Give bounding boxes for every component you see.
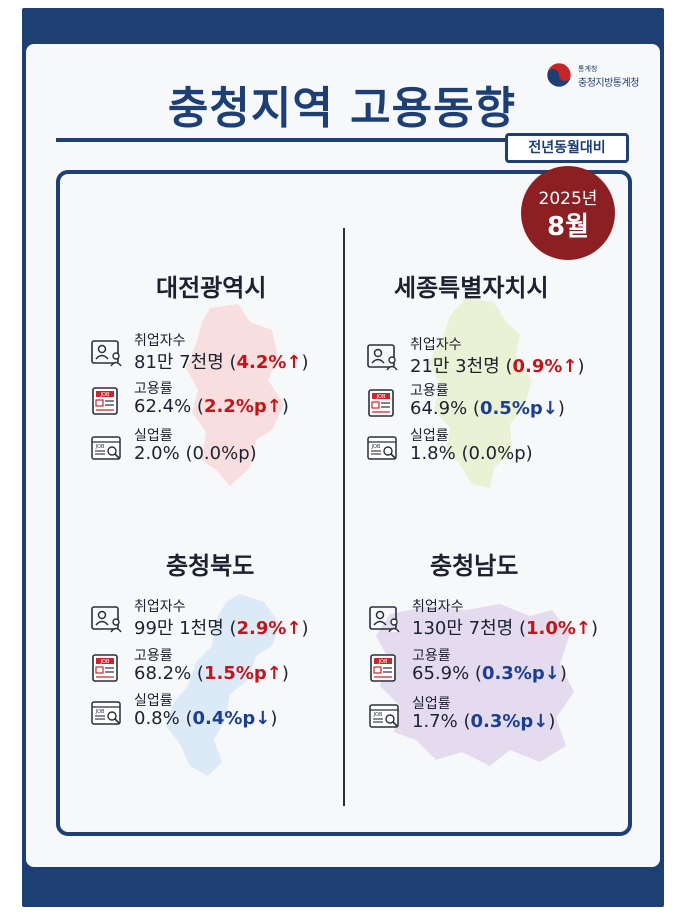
job-listing-icon: JOB — [368, 389, 394, 417]
job-search-icon: JOB — [367, 436, 397, 460]
stat-value: 2.0% (0.0%p) — [134, 443, 257, 464]
date-badge: 2025년 8월 — [521, 166, 615, 260]
person-card-icon — [91, 606, 122, 633]
region-name-sejong: 세종특별자치시 — [394, 274, 549, 302]
stat-value: 130만 7천명 (1.0%↑) — [412, 618, 599, 639]
date-month: 8월 — [546, 212, 589, 242]
chungbuk-map-shape — [166, 594, 280, 776]
job-listing-icon: JOB — [92, 654, 118, 682]
vertical-divider — [343, 228, 345, 806]
person-card-icon — [91, 340, 122, 367]
region-name-chungnam: 충청남도 — [430, 552, 519, 580]
stat-value: 99만 1천명 (2.9%↑) — [134, 618, 309, 639]
sejong-map-shape — [428, 298, 532, 488]
daejeon-map-shape — [186, 304, 284, 486]
job-search-icon: JOB — [91, 436, 121, 460]
region-name-chungbuk: 충청북도 — [166, 552, 255, 580]
stat-label: 취업자수 — [410, 337, 462, 353]
stat-value: 64.9% (0.5%p↓) — [410, 398, 565, 419]
stat-label: 고용률 — [410, 383, 449, 399]
region-name-daejeon: 대전광역시 — [156, 274, 267, 302]
taegeuk-emblem-icon — [546, 62, 572, 88]
logo-office-name: 충청지방통계청 — [578, 78, 639, 89]
person-card-icon — [369, 606, 400, 633]
stat-value: 65.9% (0.3%p↓) — [412, 663, 567, 684]
svg-text:JOB: JOB — [95, 709, 105, 715]
svg-text:JOB: JOB — [373, 712, 383, 718]
stat-label: 취업자수 — [134, 599, 186, 615]
comparison-tag: 전년동월대비 — [505, 133, 629, 163]
stat-label: 실업률 — [134, 428, 173, 444]
chungnam-map-shape — [376, 604, 574, 766]
stat-label: 고용률 — [412, 648, 451, 664]
job-search-icon: JOB — [91, 701, 121, 725]
job-listing-icon: JOB — [370, 654, 396, 682]
stat-value: 1.8% (0.0%p) — [410, 443, 533, 464]
stat-label: 실업률 — [412, 696, 451, 712]
logo-agency-text: 통계청 — [578, 65, 598, 73]
stat-label: 실업률 — [134, 693, 173, 709]
stat-label: 고용률 — [134, 648, 173, 664]
job-listing-icon: JOB — [92, 387, 118, 415]
svg-text:JOB: JOB — [371, 444, 381, 450]
svg-text:JOB: JOB — [100, 659, 110, 665]
page-title: 충청지역 고용동향 — [167, 83, 517, 134]
svg-text:JOB: JOB — [378, 659, 388, 665]
stat-label: 고용률 — [134, 381, 173, 397]
stat-label: 취업자수 — [134, 333, 186, 349]
job-search-icon: JOB — [369, 704, 399, 728]
date-year: 2025년 — [538, 189, 598, 209]
svg-text:JOB: JOB — [100, 392, 110, 398]
svg-text:JOB: JOB — [376, 394, 386, 400]
svg-text:JOB: JOB — [95, 444, 105, 450]
stat-label: 실업률 — [410, 428, 449, 444]
person-card-icon — [367, 344, 398, 371]
stat-value: 0.8% (0.4%p↓) — [134, 708, 278, 729]
stat-label: 취업자수 — [412, 599, 464, 615]
stat-value: 1.7% (0.3%p↓) — [412, 711, 556, 732]
stat-value: 81만 7천명 (4.2%↑) — [134, 352, 309, 373]
title-underline — [56, 138, 576, 142]
stat-value: 21만 3천명 (0.9%↑) — [410, 356, 585, 377]
stat-value: 68.2% (1.5%p↑) — [134, 663, 289, 684]
statistics-office-logo: 통계청 충청지방통계청 — [546, 60, 658, 92]
stat-value: 62.4% (2.2%p↑) — [134, 396, 289, 417]
